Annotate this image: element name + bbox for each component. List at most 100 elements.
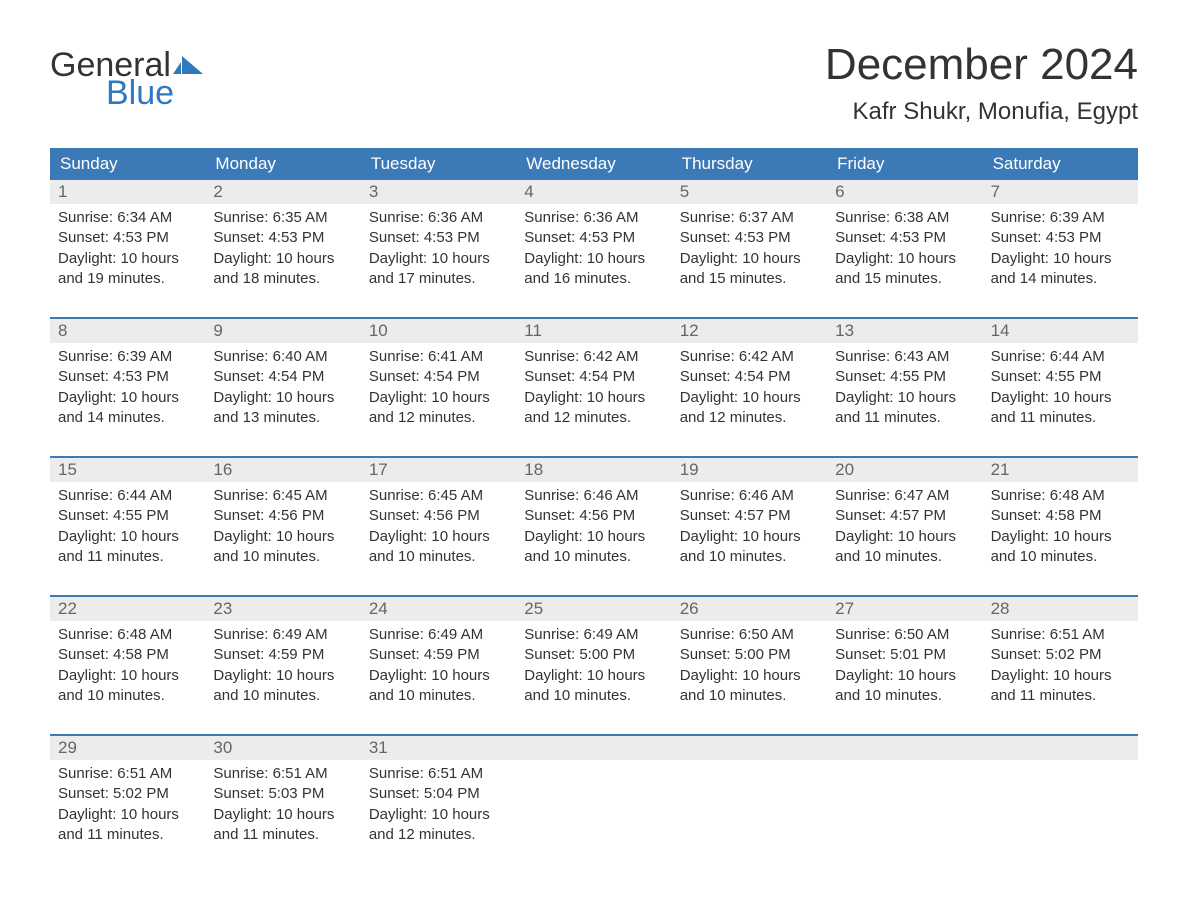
day-number: 24 [361, 597, 516, 621]
daylight-line: Daylight: 10 hours and 10 minutes. [991, 527, 1130, 568]
page-title: December 2024 [825, 40, 1138, 90]
daylight-line: Daylight: 10 hours and 19 minutes. [58, 249, 197, 290]
sunset-line: Sunset: 4:59 PM [369, 645, 508, 665]
day-details: Sunrise: 6:46 AMSunset: 4:56 PMDaylight:… [516, 482, 671, 567]
calendar-week-row: 29Sunrise: 6:51 AMSunset: 5:02 PMDayligh… [50, 734, 1138, 845]
sunset-line: Sunset: 4:56 PM [524, 506, 663, 526]
sunrise-line: Sunrise: 6:49 AM [369, 625, 508, 645]
day-number: 27 [827, 597, 982, 621]
daylight-line: Daylight: 10 hours and 11 minutes. [213, 805, 352, 846]
sunset-line: Sunset: 4:54 PM [680, 367, 819, 387]
day-number: 6 [827, 180, 982, 204]
sunrise-line: Sunrise: 6:43 AM [835, 347, 974, 367]
day-details: Sunrise: 6:51 AMSunset: 5:02 PMDaylight:… [50, 760, 205, 845]
weekday-header: Tuesday [361, 148, 516, 180]
calendar-day-cell: 2Sunrise: 6:35 AMSunset: 4:53 PMDaylight… [205, 180, 360, 289]
daylight-line: Daylight: 10 hours and 11 minutes. [58, 805, 197, 846]
day-details [672, 760, 827, 764]
sunset-line: Sunset: 4:53 PM [369, 228, 508, 248]
day-details: Sunrise: 6:50 AMSunset: 5:01 PMDaylight:… [827, 621, 982, 706]
sunset-line: Sunset: 4:57 PM [835, 506, 974, 526]
daylight-line: Daylight: 10 hours and 10 minutes. [213, 666, 352, 707]
weekday-header: Wednesday [516, 148, 671, 180]
calendar-day-cell [827, 736, 982, 845]
sunset-line: Sunset: 4:56 PM [369, 506, 508, 526]
sunset-line: Sunset: 4:53 PM [524, 228, 663, 248]
daylight-line: Daylight: 10 hours and 11 minutes. [58, 527, 197, 568]
calendar-day-cell [672, 736, 827, 845]
daylight-line: Daylight: 10 hours and 10 minutes. [524, 527, 663, 568]
day-details: Sunrise: 6:49 AMSunset: 4:59 PMDaylight:… [205, 621, 360, 706]
day-number: 13 [827, 319, 982, 343]
day-number: 14 [983, 319, 1138, 343]
sunrise-line: Sunrise: 6:51 AM [58, 764, 197, 784]
calendar-day-cell [516, 736, 671, 845]
day-details: Sunrise: 6:46 AMSunset: 4:57 PMDaylight:… [672, 482, 827, 567]
day-details: Sunrise: 6:45 AMSunset: 4:56 PMDaylight:… [205, 482, 360, 567]
day-number [516, 736, 671, 760]
location-subtitle: Kafr Shukr, Monufia, Egypt [825, 98, 1138, 126]
sunrise-line: Sunrise: 6:46 AM [680, 486, 819, 506]
sunrise-line: Sunrise: 6:45 AM [369, 486, 508, 506]
day-details: Sunrise: 6:44 AMSunset: 4:55 PMDaylight:… [50, 482, 205, 567]
day-number: 28 [983, 597, 1138, 621]
weekday-header: Sunday [50, 148, 205, 180]
day-details: Sunrise: 6:38 AMSunset: 4:53 PMDaylight:… [827, 204, 982, 289]
calendar-week-row: 22Sunrise: 6:48 AMSunset: 4:58 PMDayligh… [50, 595, 1138, 706]
day-number: 22 [50, 597, 205, 621]
day-details: Sunrise: 6:50 AMSunset: 5:00 PMDaylight:… [672, 621, 827, 706]
calendar-day-cell: 12Sunrise: 6:42 AMSunset: 4:54 PMDayligh… [672, 319, 827, 428]
day-details: Sunrise: 6:49 AMSunset: 4:59 PMDaylight:… [361, 621, 516, 706]
sunrise-line: Sunrise: 6:41 AM [369, 347, 508, 367]
sunrise-line: Sunrise: 6:40 AM [213, 347, 352, 367]
day-details: Sunrise: 6:51 AMSunset: 5:02 PMDaylight:… [983, 621, 1138, 706]
daylight-line: Daylight: 10 hours and 11 minutes. [991, 388, 1130, 429]
sunset-line: Sunset: 4:55 PM [58, 506, 197, 526]
daylight-line: Daylight: 10 hours and 10 minutes. [369, 666, 508, 707]
day-details: Sunrise: 6:48 AMSunset: 4:58 PMDaylight:… [50, 621, 205, 706]
day-number: 12 [672, 319, 827, 343]
sunrise-line: Sunrise: 6:42 AM [524, 347, 663, 367]
calendar-day-cell: 29Sunrise: 6:51 AMSunset: 5:02 PMDayligh… [50, 736, 205, 845]
day-details: Sunrise: 6:49 AMSunset: 5:00 PMDaylight:… [516, 621, 671, 706]
day-details: Sunrise: 6:35 AMSunset: 4:53 PMDaylight:… [205, 204, 360, 289]
sunrise-line: Sunrise: 6:49 AM [524, 625, 663, 645]
sunset-line: Sunset: 4:54 PM [369, 367, 508, 387]
calendar-day-cell: 4Sunrise: 6:36 AMSunset: 4:53 PMDaylight… [516, 180, 671, 289]
sunset-line: Sunset: 5:00 PM [680, 645, 819, 665]
daylight-line: Daylight: 10 hours and 12 minutes. [524, 388, 663, 429]
daylight-line: Daylight: 10 hours and 10 minutes. [369, 527, 508, 568]
daylight-line: Daylight: 10 hours and 12 minutes. [680, 388, 819, 429]
day-number: 16 [205, 458, 360, 482]
day-number: 20 [827, 458, 982, 482]
brand-logo: General Blue [50, 48, 203, 110]
day-number: 11 [516, 319, 671, 343]
day-details: Sunrise: 6:42 AMSunset: 4:54 PMDaylight:… [672, 343, 827, 428]
day-number: 31 [361, 736, 516, 760]
sunrise-line: Sunrise: 6:39 AM [991, 208, 1130, 228]
day-number [827, 736, 982, 760]
sunrise-line: Sunrise: 6:50 AM [680, 625, 819, 645]
calendar-week-row: 15Sunrise: 6:44 AMSunset: 4:55 PMDayligh… [50, 456, 1138, 567]
sunset-line: Sunset: 4:53 PM [58, 367, 197, 387]
calendar-day-cell: 13Sunrise: 6:43 AMSunset: 4:55 PMDayligh… [827, 319, 982, 428]
day-details: Sunrise: 6:47 AMSunset: 4:57 PMDaylight:… [827, 482, 982, 567]
sunset-line: Sunset: 4:56 PM [213, 506, 352, 526]
day-number: 30 [205, 736, 360, 760]
sunset-line: Sunset: 4:54 PM [213, 367, 352, 387]
daylight-line: Daylight: 10 hours and 12 minutes. [369, 805, 508, 846]
sunrise-line: Sunrise: 6:51 AM [991, 625, 1130, 645]
sunrise-line: Sunrise: 6:45 AM [213, 486, 352, 506]
day-details: Sunrise: 6:48 AMSunset: 4:58 PMDaylight:… [983, 482, 1138, 567]
daylight-line: Daylight: 10 hours and 10 minutes. [680, 666, 819, 707]
day-number: 29 [50, 736, 205, 760]
sunrise-line: Sunrise: 6:42 AM [680, 347, 819, 367]
calendar-day-cell: 30Sunrise: 6:51 AMSunset: 5:03 PMDayligh… [205, 736, 360, 845]
day-details: Sunrise: 6:42 AMSunset: 4:54 PMDaylight:… [516, 343, 671, 428]
daylight-line: Daylight: 10 hours and 10 minutes. [524, 666, 663, 707]
sunset-line: Sunset: 4:59 PM [213, 645, 352, 665]
daylight-line: Daylight: 10 hours and 14 minutes. [58, 388, 197, 429]
sunset-line: Sunset: 4:53 PM [835, 228, 974, 248]
day-details: Sunrise: 6:39 AMSunset: 4:53 PMDaylight:… [50, 343, 205, 428]
brand-mark-icon [173, 52, 203, 78]
